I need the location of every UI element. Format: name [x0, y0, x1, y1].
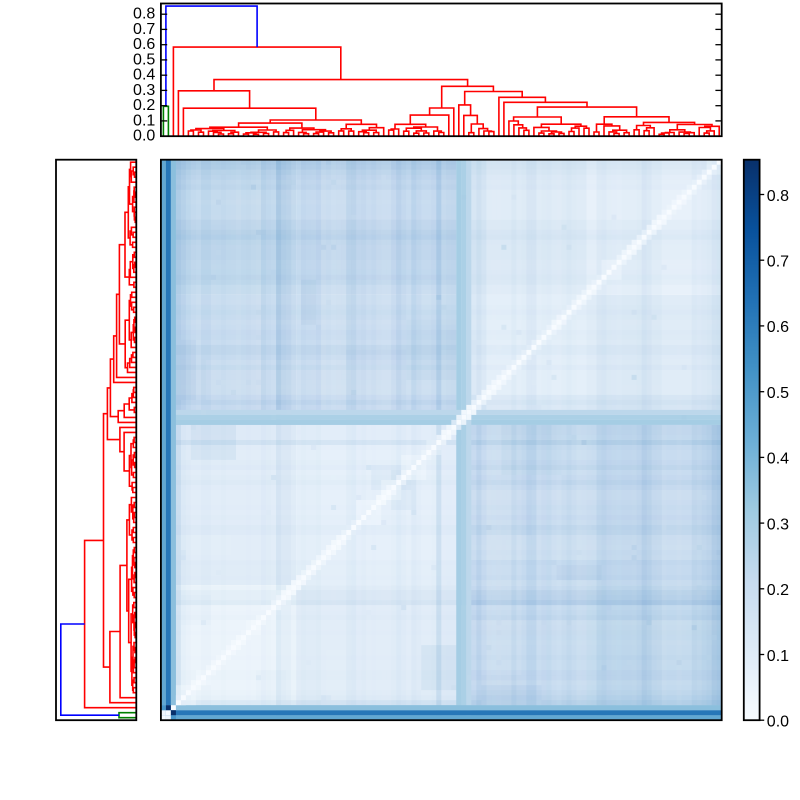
- svg-text:0.8: 0.8: [767, 188, 789, 205]
- svg-text:0.2: 0.2: [767, 582, 789, 599]
- svg-text:0.4: 0.4: [767, 451, 789, 468]
- svg-text:0.6: 0.6: [767, 319, 789, 336]
- svg-text:0.6: 0.6: [133, 36, 155, 53]
- svg-text:0.0: 0.0: [767, 714, 789, 731]
- svg-text:0.4: 0.4: [133, 67, 155, 84]
- svg-text:0.7: 0.7: [133, 21, 155, 38]
- svg-text:0.3: 0.3: [133, 82, 155, 99]
- svg-text:0.1: 0.1: [133, 112, 155, 129]
- svg-text:0.7: 0.7: [767, 254, 789, 271]
- svg-text:0.5: 0.5: [133, 51, 155, 68]
- svg-text:0.0: 0.0: [133, 128, 155, 145]
- svg-text:0.2: 0.2: [133, 97, 155, 114]
- svg-text:0.8: 0.8: [133, 6, 155, 23]
- svg-text:0.5: 0.5: [767, 385, 789, 402]
- svg-text:0.1: 0.1: [767, 648, 789, 665]
- svg-text:0.3: 0.3: [767, 516, 789, 533]
